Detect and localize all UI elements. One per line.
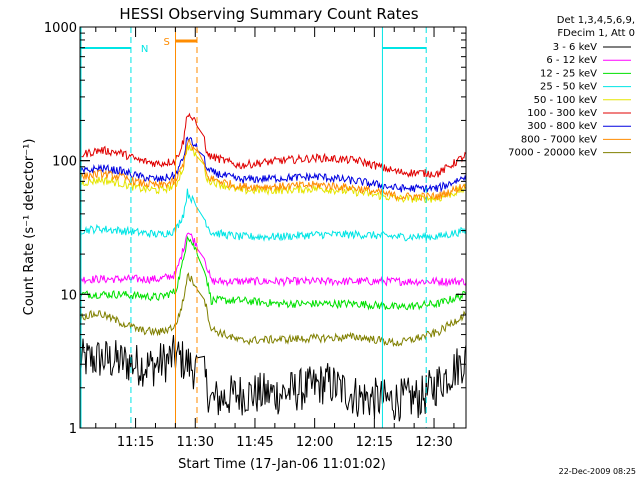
series-line-9 [79, 272, 467, 348]
x-tick-label: 11:30 [177, 435, 214, 450]
plot-lines [79, 112, 467, 422]
legend-label: 800 - 7000 keV [521, 134, 597, 145]
legend-title-line: Det 1,3,4,5,6,9, [557, 15, 635, 26]
y-tick-label: 100 [52, 155, 77, 170]
timestamp: 22-Dec-2009 08:25 [559, 467, 636, 476]
x-tick-label: 12:15 [356, 435, 393, 450]
legend-label: 7000 - 20000 keV [508, 148, 597, 159]
y-tick-label: 10 [60, 288, 77, 303]
x-tick-label: 12:30 [415, 435, 452, 450]
y-axis: 1 10 100 1000 [44, 21, 466, 437]
series-line-4 [79, 188, 467, 242]
x-tick-label: 11:15 [117, 435, 154, 450]
y-axis-label: Count Rate (s⁻¹ detector⁻¹) [22, 139, 37, 316]
y-tick-label: 1000 [44, 21, 77, 36]
series-line-6 [79, 112, 467, 179]
legend-label: 300 - 800 keV [527, 121, 597, 132]
legend-label: 3 - 6 keV [553, 42, 597, 53]
legend-label: 50 - 100 keV [534, 95, 598, 106]
x-tick-label: 12:00 [296, 435, 333, 450]
legend-label: 12 - 25 keV [540, 68, 597, 79]
x-axis-label: Start Time (17-Jan-06 11:01:02) [178, 457, 386, 472]
flag-n-label: N [141, 44, 148, 55]
series-line-5 [79, 144, 467, 204]
flag-s-label: S [164, 37, 170, 48]
series-line-2 [79, 232, 467, 288]
legend-label: 25 - 50 keV [540, 82, 597, 93]
y-tick-label: 1 [69, 422, 77, 437]
x-tick-label: 11:45 [236, 435, 273, 450]
legend-title-line: FDecim 1, Att 0 [557, 28, 635, 39]
observing-markers: NS [80, 27, 427, 428]
series-line-1 [79, 334, 467, 422]
series-line-8 [79, 138, 467, 202]
legend: Det 1,3,4,5,6,9, FDecim 1, Att 0 3 - 6 keV… [508, 15, 635, 159]
legend-label: 6 - 12 keV [546, 55, 597, 66]
series-line-3 [79, 235, 467, 311]
plot-frame [79, 26, 467, 429]
x-axis: 11:15 11:30 11:45 12:00 12:15 12:30 [95, 27, 455, 450]
chart-title: HESSI Observing Summary Count Rates [119, 5, 418, 23]
series-line-7 [79, 136, 467, 193]
legend-label: 100 - 300 keV [527, 108, 597, 119]
